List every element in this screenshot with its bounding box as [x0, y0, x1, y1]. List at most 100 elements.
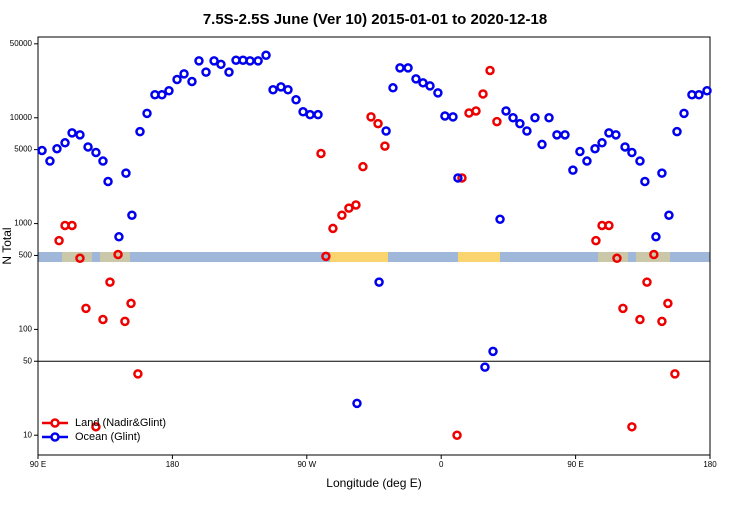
- data-point: [501, 106, 511, 116]
- data-point: [261, 50, 271, 60]
- data-point: [488, 346, 498, 357]
- data-point: [352, 398, 362, 409]
- x-tick-label: 90 E: [30, 460, 46, 469]
- data-point: [457, 173, 467, 183]
- data-point: [179, 69, 189, 79]
- data-point: [374, 277, 384, 287]
- data-point: [627, 422, 637, 432]
- legend-marker: [50, 432, 60, 442]
- data-point: [358, 161, 368, 172]
- data-point: [45, 156, 55, 166]
- data-point: [120, 316, 130, 327]
- data-point: [530, 113, 540, 123]
- data-point: [568, 165, 578, 175]
- data-point: [495, 214, 505, 224]
- data-point: [268, 85, 278, 95]
- data-point: [590, 143, 600, 154]
- data-point: [544, 113, 554, 123]
- data-point: [114, 232, 124, 242]
- data-point: [91, 147, 101, 158]
- data-point: [157, 90, 167, 100]
- data-point: [91, 422, 101, 432]
- data-point: [452, 430, 462, 440]
- data-point: [480, 362, 490, 372]
- y-tick-label: 50: [23, 356, 32, 365]
- data-point: [328, 223, 338, 234]
- data-point: [52, 143, 62, 154]
- x-tick-label: 0: [439, 460, 444, 469]
- y-axis-label: N Total: [0, 227, 14, 264]
- data-point: [560, 130, 570, 140]
- data-point: [283, 85, 293, 95]
- data-point: [216, 59, 226, 70]
- data-point: [694, 90, 704, 100]
- data-point: [380, 141, 390, 151]
- data-point: [478, 89, 488, 99]
- data-point: [663, 298, 673, 309]
- x-tick-label: 90 E: [567, 460, 583, 469]
- data-point: [305, 109, 315, 120]
- data-point: [604, 220, 614, 231]
- data-point: [103, 176, 113, 187]
- data-point: [98, 314, 108, 325]
- data-point: [142, 108, 152, 119]
- data-point: [471, 106, 481, 116]
- data-point: [485, 65, 495, 76]
- y-tick-label: 10: [23, 430, 32, 439]
- data-point: [98, 156, 108, 166]
- x-tick-label: 180: [166, 460, 180, 469]
- data-point: [209, 56, 219, 66]
- data-point: [135, 126, 145, 137]
- data-point: [105, 277, 115, 287]
- data-point: [366, 112, 376, 122]
- land-strip: [458, 252, 500, 262]
- data-point: [657, 316, 667, 327]
- data-point: [164, 86, 174, 96]
- data-point: [508, 113, 518, 123]
- data-point: [172, 74, 182, 85]
- data-point: [453, 173, 463, 183]
- data-point: [620, 142, 630, 152]
- data-point: [83, 142, 93, 152]
- data-point: [672, 126, 682, 137]
- data-point: [642, 277, 652, 287]
- data-point: [75, 253, 85, 264]
- legend-label: Land (Nadir&Glint): [75, 417, 166, 429]
- data-point: [440, 111, 450, 121]
- data-point: [679, 108, 689, 119]
- data-point: [582, 156, 592, 166]
- data-point: [657, 168, 667, 178]
- data-point: [635, 314, 645, 325]
- data-point: [54, 235, 64, 246]
- y-tick-label: 5000: [14, 145, 32, 154]
- data-point: [433, 88, 443, 98]
- land-strip: [330, 252, 388, 262]
- data-point: [313, 109, 323, 120]
- data-point: [194, 56, 204, 66]
- data-point: [126, 298, 136, 309]
- data-point: [316, 148, 326, 159]
- data-point: [640, 176, 650, 187]
- data-point: [373, 118, 383, 129]
- data-point: [75, 130, 85, 140]
- data-point: [612, 253, 622, 264]
- data-point: [664, 210, 674, 220]
- legend-label: Ocean (Glint): [75, 431, 140, 443]
- data-point: [253, 56, 263, 66]
- data-point: [403, 63, 413, 73]
- data-point: [635, 156, 645, 166]
- x-tick-label: 180: [703, 460, 717, 469]
- data-point: [201, 67, 211, 77]
- data-point: [425, 81, 435, 91]
- data-point: [492, 116, 502, 127]
- data-point: [611, 130, 621, 140]
- data-point: [448, 112, 458, 122]
- data-point: [245, 56, 255, 66]
- data-point: [411, 74, 421, 84]
- data-point: [591, 235, 601, 246]
- data-point: [395, 63, 405, 73]
- data-point: [113, 249, 123, 260]
- data-point: [67, 128, 77, 138]
